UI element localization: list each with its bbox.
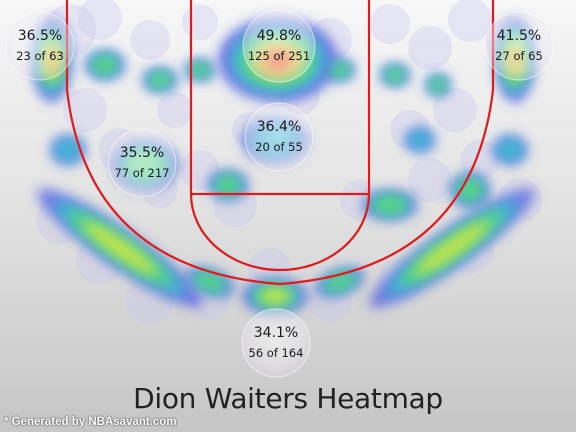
heat-blob [496, 138, 524, 162]
zone-count-label: 77 of 217 [115, 166, 170, 180]
heat-blob [190, 62, 210, 78]
heat-blob [372, 195, 408, 215]
zone-count-label: 56 of 164 [249, 346, 304, 360]
heat-blob [430, 77, 446, 93]
zone-bubble-circle [242, 9, 316, 83]
heat-blob [215, 175, 241, 195]
court-lines [65, 0, 495, 286]
zone-count-label: 23 of 63 [16, 49, 64, 63]
zone-pct-label: 41.5% [497, 28, 541, 44]
shot-haze-disc [408, 26, 452, 70]
heat-blob [54, 138, 82, 162]
heat-blob [149, 72, 171, 88]
heat-blob [415, 221, 489, 275]
shot-haze-disc [408, 158, 452, 202]
zone-bubble-left-corner-three: 36.5% 23 of 63 [5, 11, 75, 81]
three-point-line [65, 0, 495, 286]
shot-haze-disc [157, 92, 193, 128]
zone-pct-label: 36.4% [257, 119, 301, 135]
zone-bubble-mid-range: 35.5% 77 of 217 [107, 128, 177, 198]
heat-blob [260, 288, 290, 304]
zone-bubble-right-corner-three: 41.5% 27 of 65 [484, 11, 554, 81]
heat-blob [408, 130, 432, 150]
zone-bubble-circle [107, 128, 177, 198]
heat-blob [385, 67, 405, 83]
zone-count-label: 125 of 251 [248, 49, 310, 63]
zone-bubble-circle [241, 308, 311, 378]
shot-haze-disc [433, 88, 477, 132]
zone-count-label: 20 of 55 [255, 140, 303, 154]
shot-haze-disc [78, 0, 122, 40]
zone-bubble-circle [5, 11, 75, 81]
shot-haze-disc [370, 4, 410, 44]
heat-blob [195, 272, 225, 292]
zone-bubble-restricted-area: 49.8% 125 of 251 [242, 9, 316, 83]
heat-blob [330, 62, 350, 78]
shot-haze-disc [63, 88, 107, 132]
zone-pct-label: 35.5% [120, 145, 164, 161]
shot-haze-disc [130, 20, 170, 60]
heat-blob [83, 221, 157, 275]
shot-haze-disc [460, 140, 500, 180]
zone-bubbles: 36.5% 23 of 63 49.8% 125 of 251 41.5% 27 of 6… [5, 9, 554, 378]
shot-haze-disc [182, 4, 218, 40]
zone-bubble-above-break-three: 34.1% 56 of 164 [241, 308, 311, 378]
zone-bubble-circle [244, 102, 314, 172]
zone-bubble-paint-non-ra: 36.4% 20 of 55 [244, 102, 314, 172]
zone-pct-label: 36.5% [18, 28, 62, 44]
zone-bubble-circle [484, 11, 554, 81]
zone-pct-label: 49.8% [257, 28, 301, 44]
heat-blob [92, 55, 118, 75]
chart-title: Dion Waiters Heatmap [133, 382, 443, 415]
zone-pct-label: 34.1% [254, 325, 298, 341]
free-throw-arc [189, 193, 371, 272]
paint-box [189, 0, 371, 196]
credit-note: * Generated by NBAsavant.com [4, 416, 177, 428]
shot-haze-disc [448, 0, 492, 42]
zone-count-label: 27 of 65 [495, 49, 543, 63]
